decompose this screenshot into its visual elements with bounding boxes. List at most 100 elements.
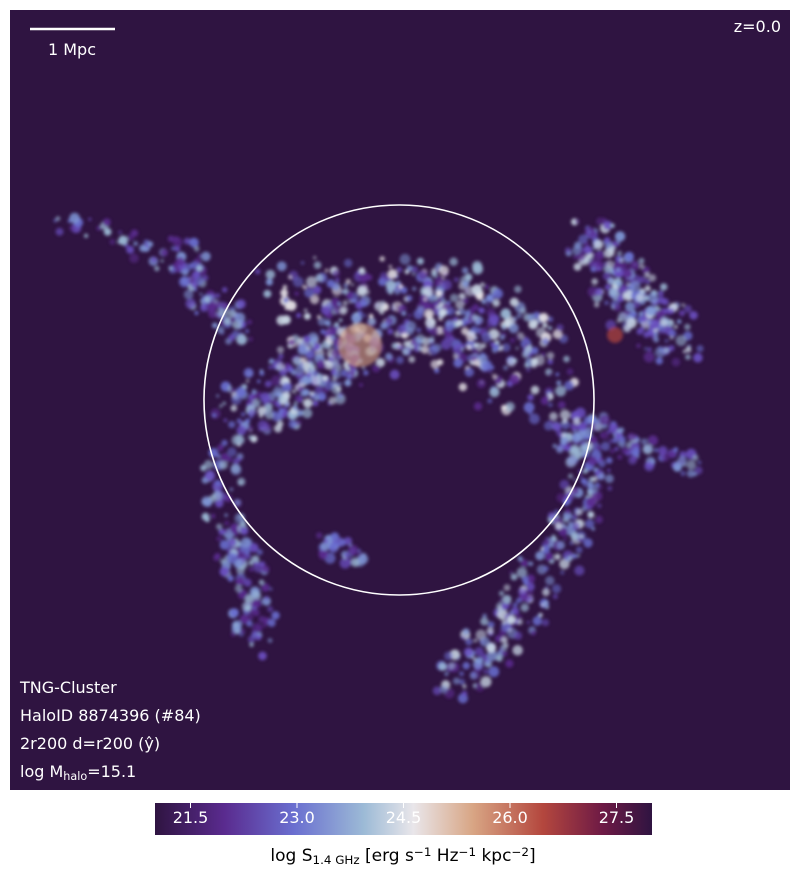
emission-blob bbox=[639, 326, 645, 332]
emission-blob bbox=[481, 299, 487, 305]
emission-blob bbox=[603, 248, 614, 259]
emission-blob bbox=[343, 258, 353, 268]
emission-blob bbox=[506, 615, 516, 624]
emission-blob bbox=[558, 527, 568, 537]
emission-blob bbox=[681, 303, 685, 307]
emission-blob bbox=[517, 587, 527, 597]
emission-blob bbox=[669, 335, 674, 340]
emission-blob bbox=[219, 404, 223, 408]
emission-blob bbox=[263, 289, 272, 298]
emission-blob bbox=[150, 256, 157, 263]
emission-blob bbox=[318, 550, 329, 560]
emission-blob bbox=[253, 591, 262, 600]
emission-blob bbox=[627, 432, 636, 442]
colorbar-tick-label: 27.5 bbox=[599, 808, 635, 827]
emission-blob bbox=[362, 313, 367, 318]
emission-blob bbox=[653, 336, 660, 343]
emission-blob bbox=[583, 245, 593, 255]
emission-blob bbox=[545, 576, 555, 586]
emission-blob bbox=[230, 404, 238, 412]
emission-blob bbox=[643, 351, 655, 363]
emission-blob bbox=[344, 379, 352, 387]
emission-blob bbox=[480, 282, 485, 287]
emission-blob bbox=[464, 367, 475, 377]
emission-blob bbox=[403, 340, 410, 347]
emission-blob bbox=[280, 289, 288, 297]
emission-blob bbox=[154, 265, 160, 272]
emission-blob bbox=[406, 265, 413, 272]
emission-blob bbox=[240, 526, 247, 533]
emission-blob bbox=[549, 412, 558, 421]
emission-blob bbox=[616, 281, 623, 287]
emission-blob bbox=[283, 297, 289, 303]
emission-blob bbox=[396, 266, 403, 273]
emission-blob bbox=[332, 541, 339, 548]
emission-blob bbox=[590, 256, 602, 267]
emission-blob bbox=[363, 370, 369, 376]
emission-blob bbox=[262, 623, 267, 628]
emission-blob bbox=[493, 300, 497, 304]
emission-blob bbox=[622, 268, 633, 279]
emission-blob bbox=[682, 350, 686, 354]
emission-blob bbox=[303, 398, 313, 408]
emission-blob bbox=[261, 565, 270, 574]
emission-blob bbox=[586, 481, 593, 487]
emission-blob bbox=[160, 259, 164, 263]
emission-blob bbox=[281, 413, 286, 419]
emission-blob bbox=[130, 229, 139, 237]
emission-blob bbox=[609, 278, 613, 283]
emission-blob bbox=[617, 454, 623, 460]
emission-blob bbox=[218, 528, 225, 535]
emission-blob bbox=[526, 620, 530, 624]
emission-blob bbox=[171, 246, 176, 251]
emission-blob bbox=[281, 382, 292, 393]
emission-blob bbox=[674, 325, 678, 329]
emission-blob bbox=[647, 347, 652, 352]
emission-blob bbox=[357, 310, 363, 317]
emission-blob bbox=[261, 596, 271, 606]
emission-blob bbox=[207, 295, 213, 300]
emission-blob bbox=[516, 312, 523, 319]
emission-blob bbox=[480, 653, 488, 660]
emission-blob bbox=[183, 237, 191, 245]
emission-blob bbox=[494, 340, 499, 344]
emission-blob bbox=[189, 237, 199, 248]
emission-blob bbox=[55, 216, 61, 221]
emission-blob bbox=[569, 541, 574, 546]
emission-blob bbox=[356, 286, 367, 297]
emission-blob bbox=[199, 292, 203, 296]
emission-blob bbox=[593, 239, 604, 250]
emission-blob bbox=[345, 278, 351, 285]
emission-blob bbox=[501, 650, 508, 657]
emission-blob bbox=[223, 418, 228, 423]
emission-blob bbox=[453, 358, 463, 368]
emission-blob bbox=[462, 661, 471, 670]
emission-blob bbox=[194, 310, 199, 316]
emission-blob bbox=[555, 385, 567, 397]
emission-blob bbox=[167, 235, 175, 243]
emission-blob bbox=[653, 332, 659, 338]
emission-blob bbox=[566, 368, 574, 375]
emission-blob bbox=[214, 479, 222, 487]
emission-blob bbox=[103, 228, 112, 236]
emission-blob bbox=[335, 386, 342, 392]
emission-blob bbox=[599, 433, 604, 438]
emission-blob bbox=[306, 343, 310, 347]
emission-blob bbox=[293, 401, 298, 406]
emission-blob bbox=[542, 322, 548, 328]
emission-blob bbox=[596, 217, 605, 226]
emission-blob bbox=[473, 638, 478, 643]
emission-blob bbox=[428, 344, 439, 356]
emission-blob bbox=[219, 566, 230, 577]
emission-blob bbox=[512, 316, 518, 322]
emission-blob bbox=[300, 261, 305, 265]
emission-blob bbox=[543, 565, 549, 572]
emission-blob bbox=[335, 278, 340, 283]
emission-blob bbox=[501, 602, 510, 611]
emission-blob bbox=[214, 498, 224, 508]
emission-blob bbox=[236, 425, 247, 436]
emission-blob bbox=[296, 312, 302, 318]
emission-blob bbox=[276, 420, 284, 428]
emission-blob bbox=[531, 319, 539, 327]
emission-map bbox=[53, 212, 704, 704]
